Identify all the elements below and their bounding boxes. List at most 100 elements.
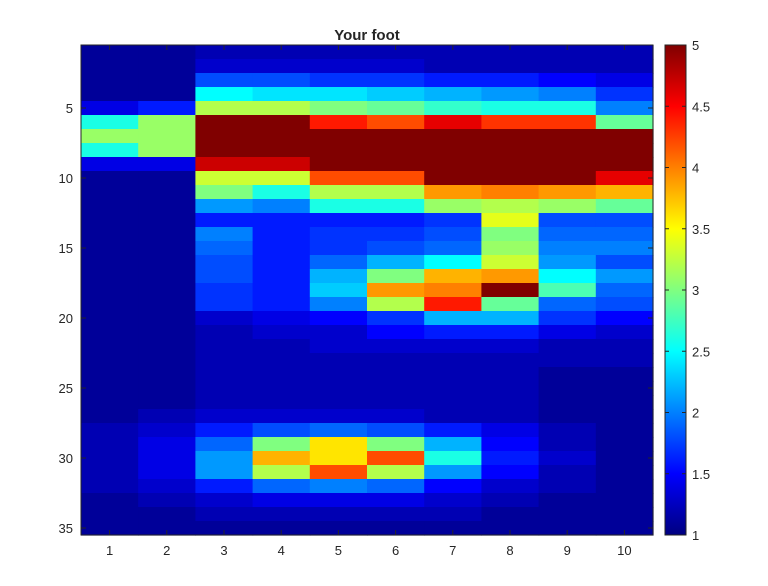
colorbar-tick-label: 1	[692, 528, 699, 543]
x-tick-label: 6	[392, 543, 399, 558]
axis-ticks	[81, 45, 653, 535]
heatmap-cell	[252, 353, 311, 368]
heatmap-cell	[195, 381, 254, 396]
heatmap-cell	[538, 409, 597, 424]
heatmap-cell	[424, 241, 482, 256]
heatmap-cell	[481, 255, 540, 270]
heatmap-cell	[81, 199, 139, 214]
x-tick-label: 4	[278, 543, 285, 558]
heatmap-cell	[595, 395, 654, 410]
heatmap-cell	[538, 367, 597, 382]
heatmap-cell	[195, 171, 254, 186]
heatmap-cell	[481, 143, 540, 158]
heatmap-cell	[481, 59, 540, 74]
heatmap-cell	[252, 213, 311, 228]
heatmap-cell	[309, 185, 368, 200]
heatmap-cell	[309, 339, 368, 354]
heatmap-cell	[81, 283, 139, 298]
heatmap-cell	[81, 423, 139, 438]
heatmap-cell	[81, 339, 139, 354]
heatmap-cell	[81, 353, 139, 368]
x-tick-label: 7	[449, 543, 456, 558]
heatmap-cell	[252, 325, 311, 340]
x-tick-label: 1	[106, 543, 113, 558]
heatmap-cell	[309, 381, 368, 396]
heatmap-cell	[195, 143, 254, 158]
heatmap-cell	[595, 507, 654, 522]
heatmap-cell	[538, 325, 597, 340]
heatmap-cell	[81, 269, 139, 284]
heatmap-cell	[195, 269, 254, 284]
heatmap-cell	[138, 157, 196, 172]
heatmap-cell	[481, 437, 540, 452]
heatmap-cell	[138, 507, 196, 522]
heatmap-cell	[309, 521, 368, 536]
heatmap-cell	[138, 199, 196, 214]
x-tick-label: 10	[617, 543, 631, 558]
heatmap-cell	[138, 409, 196, 424]
heatmap-cell	[595, 521, 654, 536]
heatmap-cell	[481, 409, 540, 424]
heatmap-cell	[481, 479, 540, 494]
heatmap-cell	[538, 213, 597, 228]
heatmap-cell	[81, 227, 139, 242]
heatmap-cell	[481, 423, 540, 438]
heatmap-cell	[309, 465, 368, 480]
heatmap-cell	[538, 199, 597, 214]
heatmap-cell	[195, 311, 254, 326]
heatmap-cell	[309, 227, 368, 242]
heatmap-cell	[424, 297, 482, 312]
heatmap-cell	[138, 59, 196, 74]
heatmap-cell	[81, 479, 139, 494]
heatmap-cell	[424, 311, 482, 326]
heatmap-cell	[367, 185, 425, 200]
heatmap-cell	[424, 115, 482, 130]
heatmap-cell	[195, 353, 254, 368]
heatmap-cell	[538, 451, 597, 466]
heatmap-cell	[595, 493, 654, 508]
heatmap-cell	[595, 199, 654, 214]
heatmap-cell	[252, 409, 311, 424]
heatmap-cell	[424, 479, 482, 494]
heatmap-cell	[481, 115, 540, 130]
heatmap-cell	[424, 283, 482, 298]
heatmap-cell	[81, 73, 139, 88]
heatmap-cell	[252, 493, 311, 508]
heatmap-cell	[595, 297, 654, 312]
heatmap-cell	[538, 171, 597, 186]
heatmap-cell	[138, 143, 196, 158]
heatmap-cell	[424, 199, 482, 214]
heatmap-cell	[252, 185, 311, 200]
heatmap-cell	[367, 367, 425, 382]
heatmap-cell	[252, 381, 311, 396]
heatmap-cell	[595, 367, 654, 382]
heatmap-cell	[481, 493, 540, 508]
heatmap-cell	[195, 185, 254, 200]
x-tick-labels: 1 2 3 4 5 6 7 8 9 10	[106, 543, 632, 558]
heatmap-cell	[595, 325, 654, 340]
heatmap-cell	[367, 283, 425, 298]
heatmap-cell	[309, 45, 368, 60]
heatmap-cell	[195, 115, 254, 130]
heatmap-cell	[367, 213, 425, 228]
heatmap-cell	[367, 353, 425, 368]
x-tick-label: 3	[220, 543, 227, 558]
heatmap-cell	[538, 45, 597, 60]
heatmap-cell	[252, 101, 311, 116]
heatmap-cells	[81, 45, 654, 536]
heatmap-cell	[595, 311, 654, 326]
heatmap-cell	[309, 353, 368, 368]
heatmap-cell	[538, 101, 597, 116]
heatmap-cell	[81, 87, 139, 102]
heatmap-cell	[424, 101, 482, 116]
heatmap-cell	[538, 73, 597, 88]
heatmap-cell	[367, 479, 425, 494]
heatmap-cell	[138, 297, 196, 312]
heatmap-cell	[195, 521, 254, 536]
heatmap-cell	[367, 339, 425, 354]
heatmap-cell	[138, 437, 196, 452]
heatmap-cell	[81, 45, 139, 60]
colorbar-tick-label: 1.5	[692, 467, 710, 482]
heatmap-cell	[195, 339, 254, 354]
heatmap-cell	[309, 171, 368, 186]
